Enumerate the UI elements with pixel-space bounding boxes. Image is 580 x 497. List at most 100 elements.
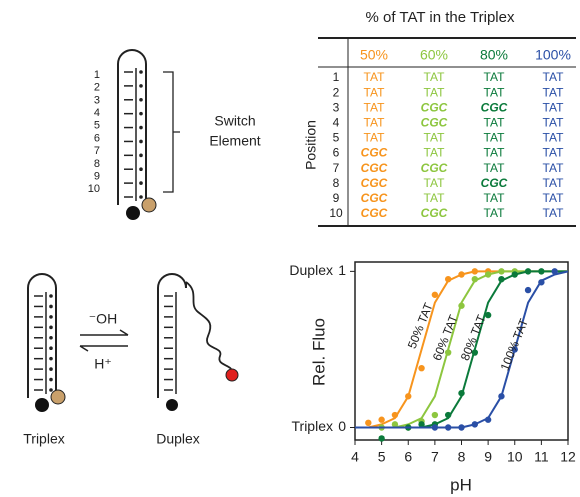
y-tick-name: Duplex [289,262,333,278]
hoogsteen-dot [139,111,143,116]
data-point [551,268,558,275]
data-point [378,435,385,442]
hoogsteen-dot [139,195,143,199]
switch-label: Switch [214,113,255,129]
table-cell: CGC [361,161,388,175]
data-point [431,411,439,419]
quencher [35,398,49,412]
data-point [484,271,492,278]
quencher [166,399,178,411]
data-point [484,416,492,423]
table-cell: TAT [543,70,565,84]
table-cell: CGC [361,176,388,190]
table-cell: TAT [484,191,506,205]
series-label: 50% TAT [405,300,436,350]
data-point [431,424,439,431]
hoogsteen-dot [139,181,143,185]
table-cell: TAT [364,100,386,114]
hoogsteen-dot [49,367,53,371]
table-cell: CGC [361,191,388,205]
y-tick-name: Triplex [292,418,334,434]
table-cell: TAT [543,146,565,160]
row-label: 10 [329,206,343,220]
table-cell: TAT [364,70,386,84]
data-point [471,275,479,283]
table-cell: TAT [543,85,565,99]
data-point [431,291,439,298]
table-cell: CGC [421,100,448,114]
data-point [471,421,479,428]
data-point [391,421,399,428]
table-cell: CGC [361,146,388,160]
x-tick-label: 9 [484,449,492,465]
data-point [365,419,372,427]
data-point [378,416,385,423]
data-point [458,424,465,431]
fluorophore [141,197,157,213]
position-number: 8 [94,158,100,170]
table-cell: TAT [484,206,506,220]
table-cell: TAT [484,131,506,145]
table-cell: TAT [424,70,446,84]
data-point [511,271,518,278]
x-tick-label: 12 [560,449,576,465]
data-point [484,311,492,319]
position-number: 7 [94,145,100,157]
table-cell: TAT [484,85,506,99]
table-cell: TAT [424,176,446,190]
hairpin-backbone [27,273,57,398]
table-cell: CGC [421,115,448,129]
data-point [458,302,465,309]
column-header: 50% [360,47,388,63]
data-point [498,268,505,275]
row-label: 4 [333,115,340,129]
x-axis-label: pH [450,475,472,494]
table-cell: TAT [484,146,506,160]
y-axis-label: Rel. Fluo [309,318,328,386]
row-label: 1 [333,70,340,84]
row-label: 6 [333,146,340,160]
hoogsteen-dot [49,388,53,392]
fluorophore [50,389,66,405]
table-cell: TAT [364,131,386,145]
position-number: 1 [94,69,100,81]
table-cell: TAT [543,161,565,175]
position-number: 5 [94,120,100,132]
forward-arrow [80,329,129,336]
series-label: 80% TAT [458,312,489,362]
data-point [444,275,452,283]
data-point [524,268,532,275]
hoogsteen-dot [139,139,143,144]
quencher [126,206,140,220]
hoogsteen-dot [49,315,53,319]
forward-condition: ⁻OH [89,311,117,327]
free-strand [185,281,233,373]
hoogsteen-dot [49,346,53,351]
data-point [418,364,425,372]
hoogsteen-dot [139,153,143,158]
hoogsteen-dot [139,125,143,130]
table-title: % of TAT in the Triplex [366,9,515,26]
table-cell: CGC [421,161,448,175]
data-point [498,275,505,283]
position-number: 9 [94,171,100,183]
x-tick-label: 7 [431,449,439,465]
state-label: Duplex [156,431,200,447]
position-number: 3 [94,94,100,106]
data-point [391,411,399,419]
data-point [511,346,518,353]
table-cell: TAT [424,131,446,145]
y-tick-label: 0 [338,418,346,434]
table-cell: TAT [543,191,565,205]
bracket [163,71,180,193]
table-cell: CGC [481,100,508,114]
hoogsteen-dot [49,335,53,340]
row-label: 8 [333,176,340,190]
row-label: 3 [333,100,340,114]
hoogsteen-dot [139,70,143,74]
x-tick-label: 4 [351,449,359,465]
row-label: 2 [333,85,340,99]
switch-label: Element [209,133,260,149]
